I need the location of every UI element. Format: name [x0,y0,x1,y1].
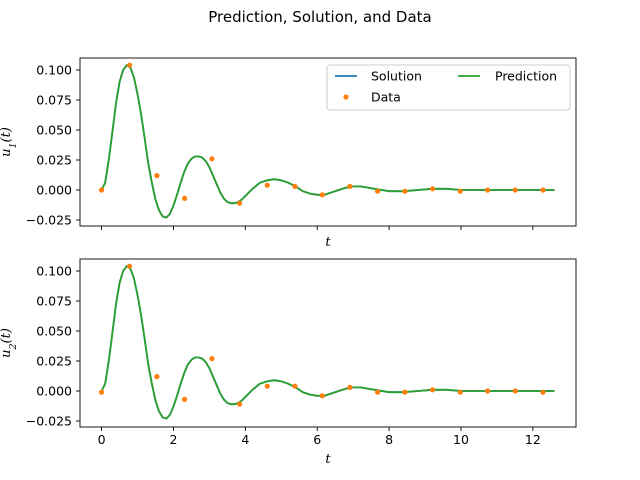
x-tick-label: 6 [313,432,321,447]
y-tick-label: 0.075 [36,294,72,309]
data-point [347,384,353,390]
data-point [209,156,215,162]
data-point [236,401,243,407]
subplot-2: 0 2 4 6 8 10 12 −0.025 0.000 0.025 0.050 0.075 0.100… [0,258,577,467]
data-point [264,383,270,389]
legend-prediction-label: Prediction [495,69,557,84]
series-prediction-line [100,63,555,219]
figure-title: Prediction, Solution, and Data [208,8,432,26]
x-tick-label: 8 [385,432,393,447]
data-point [98,389,105,395]
data-point [347,183,353,189]
x-axis-label: t [325,452,331,467]
legend-solution-label: Solution [371,69,422,84]
y-tick-label: 0.100 [36,264,72,279]
data-point [264,182,270,188]
y-tick-label: 0.100 [36,63,72,78]
data-point [484,187,491,193]
y-tick-label: 0.050 [36,324,72,339]
data-point [181,195,188,201]
legend: Solution Data Prediction [326,64,571,111]
data-point [154,374,160,380]
x-tick-label: 0 [98,432,106,447]
x-tick-label: 2 [169,432,177,447]
data-point [319,393,325,399]
axes-frame [79,57,577,227]
data-point [429,387,436,393]
y-tick-label: 0.025 [36,354,72,369]
data-point [402,389,408,395]
y-tick-label: 0.000 [36,183,72,198]
data-point [181,396,188,402]
data-point [512,187,518,193]
data-point [375,188,381,194]
series-prediction-line [100,264,555,420]
data-point [375,389,381,395]
y-axis-label: u1(t) [0,127,19,157]
data-point [209,356,215,362]
x-tick-label: 4 [241,432,249,447]
data-point [457,188,463,194]
data-point [127,62,133,68]
data-point [484,388,491,394]
legend-data-label: Data [371,90,401,105]
data-point [236,200,243,206]
series-solution-line [100,264,555,420]
subplots: −0.025 0.000 0.025 0.050 0.075 0.100 t u1(t) Sol… [0,57,577,467]
y-tick-label: −0.025 [26,213,72,228]
axes-frame [79,258,577,428]
data-point [127,263,133,269]
x-tick-label: 12 [525,432,541,447]
y-tick-label: 0.050 [36,123,72,138]
data-point [402,188,408,194]
x-axis-label: t [325,235,331,250]
data-point [319,192,325,198]
data-point [512,388,518,394]
data-point [292,183,298,189]
y-tick-label: 0.025 [36,153,72,168]
y-tick-label: 0.000 [36,384,72,399]
legend-data-swatch [343,94,349,100]
x-tick-label: 10 [453,432,469,447]
data-point [457,389,463,395]
y-tick-label: −0.025 [26,414,72,429]
data-point [292,383,298,389]
legend-box [326,64,571,111]
data-point [98,187,105,193]
y-axis-label: u2(t) [0,328,19,358]
data-point [540,187,546,193]
subplot-1: −0.025 0.000 0.025 0.050 0.075 0.100 t u1(t) Sol… [0,57,577,250]
data-point [429,186,436,192]
y-tick-label: 0.075 [36,93,72,108]
data-point [540,389,546,395]
data-point [154,173,160,179]
